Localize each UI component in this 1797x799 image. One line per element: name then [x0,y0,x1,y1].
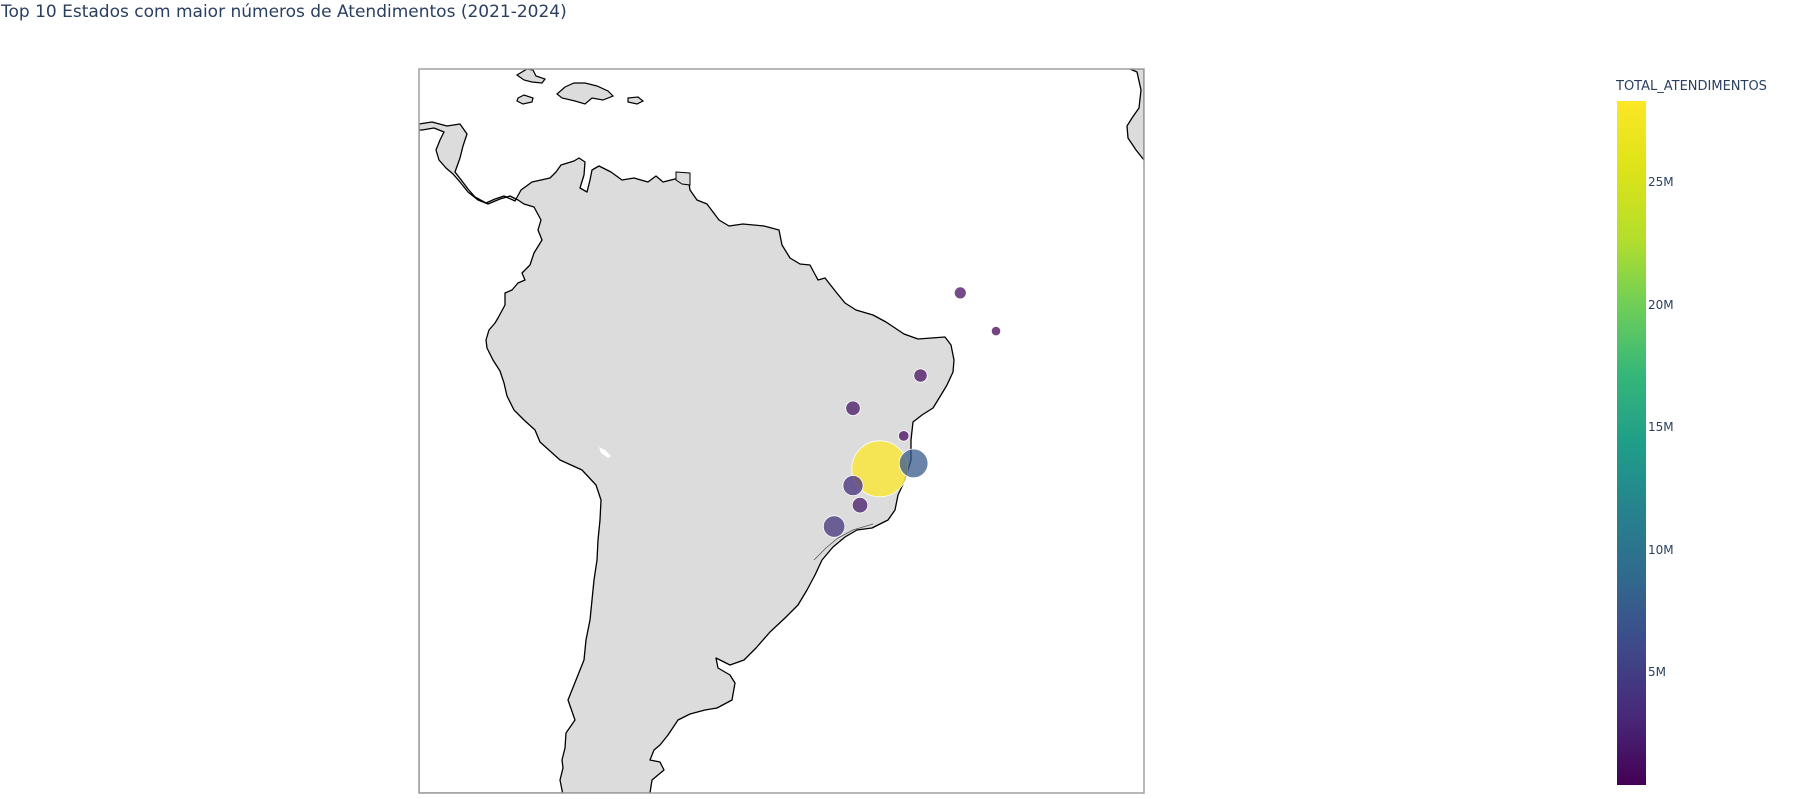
state-marker[interactable] [842,475,864,497]
lake-nicaragua [439,168,448,176]
state-marker[interactable] [913,368,928,383]
map-frame [418,68,1145,794]
africa-edge [1126,69,1144,162]
jamaica-island [516,94,534,105]
hispaniola-island [556,82,615,105]
state-marker[interactable] [822,515,846,538]
state-marker[interactable] [851,497,869,514]
puerto-rico-island [627,96,645,105]
colorbar-tick-label: 5M [1648,665,1666,680]
state-marker[interactable] [845,400,861,417]
state-marker[interactable] [898,430,910,442]
markers-layer [822,286,1002,538]
colorbar-tick-label: 20M [1648,297,1674,312]
colorbar-tick-label: 25M [1648,174,1674,189]
state-marker[interactable] [898,448,929,479]
colorbar-tick-label: 10M [1648,542,1674,557]
chart-title: Top 10 Estados com maior números de Aten… [1,2,567,22]
border-line [813,523,874,561]
colorbar [1617,101,1646,785]
lake-titicaca [599,447,611,458]
colorbar-title: TOTAL_ATENDIMENTOS [1616,79,1767,94]
lesser-antilles [675,171,691,186]
south-america-landmass [419,121,955,793]
colorbar-tick-label: 15M [1648,420,1674,435]
state-marker[interactable] [990,325,1002,337]
state-marker[interactable] [953,286,967,300]
